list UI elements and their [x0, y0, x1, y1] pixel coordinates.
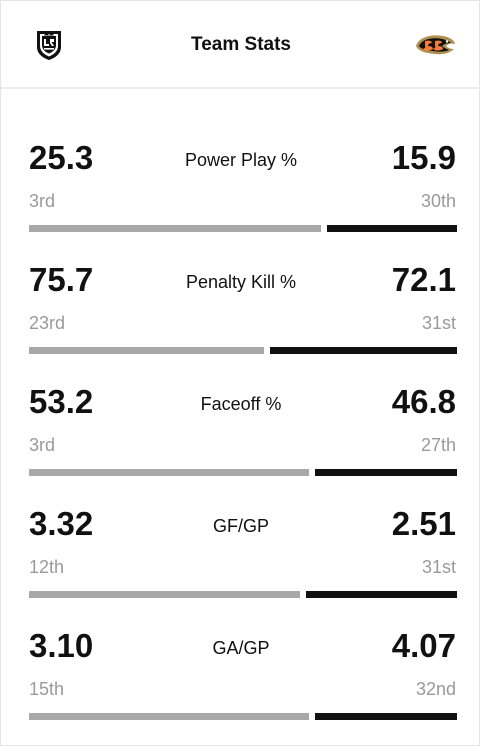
comparison-bar: [29, 347, 457, 354]
away-stat-value: 2.51: [391, 505, 456, 542]
away-stat-rank: 27th: [420, 435, 456, 455]
home-stat-value: 25.3: [29, 139, 94, 176]
away-stat-rank: 30th: [420, 191, 456, 211]
home-stat-rank: 15th: [29, 679, 65, 699]
away-share-bar: [315, 469, 457, 476]
home-share-bar: [29, 591, 300, 598]
home-share-bar: [29, 713, 309, 720]
away-stat-value: 72.1: [391, 261, 456, 298]
home-stat-value: 53.2: [29, 383, 94, 420]
home-stat-value: 3.10: [29, 627, 94, 664]
stat-row: 3.32 GF/GP 2.51 12th 31st: [1, 507, 480, 629]
away-share-bar: [306, 591, 457, 598]
away-share-bar: [327, 225, 457, 232]
away-stat-value: 4.07: [391, 627, 456, 664]
away-share-bar: [315, 713, 457, 720]
stat-row: 3.10 GA/GP 4.07 15th 32nd: [1, 629, 480, 751]
team-stats-header: Team Stats: [1, 1, 480, 89]
stat-label: Faceoff %: [200, 394, 282, 414]
home-share-bar: [29, 347, 264, 354]
stat-label: GF/GP: [212, 516, 269, 536]
stat-label: Power Play %: [184, 150, 298, 170]
stat-label: GA/GP: [212, 638, 270, 658]
home-stat-rank: 23rd: [29, 313, 66, 333]
page-title: Team Stats: [191, 34, 291, 55]
stat-row: 75.7 Penalty Kill % 72.1 23rd 31st: [1, 263, 480, 385]
home-stat-value: 75.7: [29, 261, 94, 298]
stat-row: 25.3 Power Play % 15.9 3rd 30th: [1, 141, 480, 263]
away-share-bar: [270, 347, 457, 354]
ducks-logo-icon: [416, 35, 455, 55]
comparison-bar: [29, 713, 457, 720]
home-stat-rank: 3rd: [29, 191, 56, 211]
away-stat-value: 46.8: [391, 383, 456, 420]
comparison-bar: [29, 469, 457, 476]
away-stat-value: 15.9: [391, 139, 456, 176]
stat-label: Penalty Kill %: [185, 272, 297, 292]
la-kings-shield-icon: [37, 31, 61, 60]
away-stat-rank: 32nd: [415, 679, 456, 699]
home-stat-rank: 3rd: [29, 435, 56, 455]
home-stat-value: 3.32: [29, 505, 94, 542]
comparison-bar: [29, 591, 457, 598]
away-stat-rank: 31st: [421, 313, 456, 333]
home-share-bar: [29, 225, 321, 232]
home-share-bar: [29, 469, 309, 476]
home-stat-rank: 12th: [29, 557, 65, 577]
stat-row: 53.2 Faceoff % 46.8 3rd 27th: [1, 385, 480, 507]
away-stat-rank: 31st: [421, 557, 456, 577]
comparison-bar: [29, 225, 457, 232]
